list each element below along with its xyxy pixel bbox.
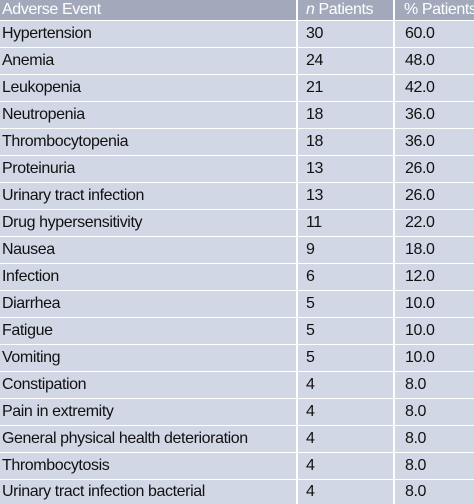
- cell-adverse-event: Hypertension: [0, 21, 298, 47]
- cell-adverse-event: Thrombocytopenia: [0, 129, 298, 155]
- table-header: Adverse Event n Patients % Patients: [0, 0, 474, 21]
- cell-adverse-event: Fatigue: [0, 318, 298, 344]
- cell-n-patients: 4: [298, 399, 395, 425]
- cell-pct-patients: 10.0: [405, 349, 435, 366]
- cell-adverse-event: Constipation: [0, 372, 298, 398]
- table-row: Urinary tract infection bacterial 4 8.0: [0, 480, 474, 504]
- header-n-label: Patients: [318, 1, 374, 18]
- cell-pct-patients: 42.0: [405, 79, 435, 96]
- cell-n-patients: 5: [298, 318, 395, 344]
- cell-n-patients: 5: [298, 345, 395, 371]
- table-row: Drug hypersensitivity 11 22.0: [0, 210, 474, 237]
- cell-adverse-event: Vomiting: [0, 345, 298, 371]
- table-row: Proteinuria 13 26.0: [0, 156, 474, 183]
- cell-n-patients: 4: [298, 426, 395, 452]
- table-row: Anemia 24 48.0: [0, 48, 474, 75]
- table-row: Thrombocytopenia 18 36.0: [0, 129, 474, 156]
- cell-pct-patients: 10.0: [405, 295, 435, 312]
- table-row: Infection 6 12.0: [0, 264, 474, 291]
- cell-adverse-event: Thrombocytosis: [0, 453, 298, 479]
- cell-adverse-event: Pain in extremity: [0, 399, 298, 425]
- header-pct-patients: % Patients: [404, 1, 474, 18]
- cell-pct-patients: 60.0: [405, 25, 435, 42]
- table-body: Hypertension 30 60.0 Anemia 24 48.0 Leukopenia…: [0, 21, 474, 504]
- table-row: Constipation 4 8.0: [0, 372, 474, 399]
- table-row: Pain in extremity 4 8.0: [0, 399, 474, 426]
- cell-adverse-event: Proteinuria: [0, 156, 298, 182]
- cell-adverse-event: Leukopenia: [0, 75, 298, 101]
- cell-pct-patients: 26.0: [405, 187, 435, 204]
- cell-adverse-event: General physical health deterioration: [0, 426, 298, 452]
- cell-adverse-event: Neutropenia: [0, 102, 298, 128]
- cell-n-patients: 18: [298, 129, 395, 155]
- cell-n-patients: 30: [298, 21, 395, 47]
- cell-n-patients: 13: [298, 156, 395, 182]
- table-row: Nausea 9 18.0: [0, 237, 474, 264]
- cell-pct-patients: 10.0: [405, 322, 435, 339]
- cell-n-patients: 18: [298, 102, 395, 128]
- cell-adverse-event: Drug hypersensitivity: [0, 210, 298, 236]
- table-row: General physical health deterioration 4 8.…: [0, 426, 474, 453]
- cell-n-patients: 9: [298, 237, 395, 263]
- cell-pct-patients: 48.0: [405, 52, 435, 69]
- header-adverse-event: Adverse Event: [0, 0, 298, 20]
- table-row: Hypertension 30 60.0: [0, 21, 474, 48]
- cell-pct-patients: 8.0: [405, 403, 427, 420]
- header-n-patients: n Patients: [298, 0, 395, 20]
- cell-adverse-event: Infection: [0, 264, 298, 290]
- header-n-italic: n: [306, 1, 315, 18]
- table-row: Leukopenia 21 42.0: [0, 75, 474, 102]
- cell-adverse-event: Diarrhea: [0, 291, 298, 317]
- cell-n-patients: 21: [298, 75, 395, 101]
- cell-pct-patients: 8.0: [405, 483, 427, 500]
- cell-pct-patients: 8.0: [405, 430, 427, 447]
- cell-adverse-event: Urinary tract infection: [0, 183, 298, 209]
- cell-pct-patients: 26.0: [405, 160, 435, 177]
- cell-n-patients: 4: [298, 480, 395, 504]
- cell-pct-patients: 8.0: [405, 457, 427, 474]
- cell-adverse-event: Nausea: [0, 237, 298, 263]
- table-row: Vomiting 5 10.0: [0, 345, 474, 372]
- table-row: Fatigue 5 10.0: [0, 318, 474, 345]
- cell-n-patients: 5: [298, 291, 395, 317]
- cell-pct-patients: 8.0: [405, 376, 427, 393]
- cell-pct-patients: 12.0: [405, 268, 435, 285]
- cell-adverse-event: Urinary tract infection bacterial: [0, 480, 298, 504]
- table-row: Diarrhea 5 10.0: [0, 291, 474, 318]
- cell-n-patients: 4: [298, 453, 395, 479]
- cell-n-patients: 11: [298, 210, 395, 236]
- cell-pct-patients: 36.0: [405, 106, 435, 123]
- cell-n-patients: 13: [298, 183, 395, 209]
- table-row: Thrombocytosis 4 8.0: [0, 453, 474, 480]
- cell-pct-patients: 36.0: [405, 133, 435, 150]
- cell-n-patients: 4: [298, 372, 395, 398]
- cell-pct-patients: 22.0: [405, 214, 435, 231]
- table-row: Neutropenia 18 36.0: [0, 102, 474, 129]
- table-row: Urinary tract infection 13 26.0: [0, 183, 474, 210]
- cell-n-patients: 6: [298, 264, 395, 290]
- cell-n-patients: 24: [298, 48, 395, 74]
- cell-pct-patients: 18.0: [405, 241, 435, 258]
- cell-adverse-event: Anemia: [0, 48, 298, 74]
